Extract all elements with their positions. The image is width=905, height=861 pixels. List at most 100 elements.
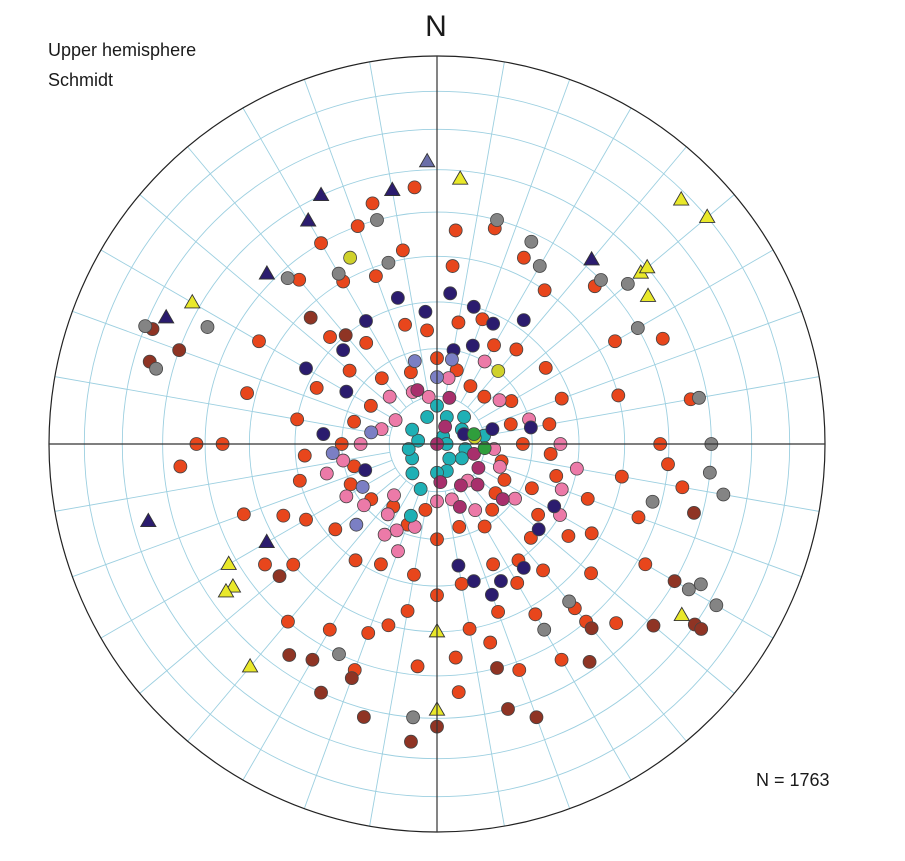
data-point — [200, 320, 215, 334]
data-point — [477, 389, 492, 404]
triangle-point — [183, 293, 201, 309]
data-point — [614, 469, 629, 484]
data-point — [272, 569, 287, 584]
data-point — [421, 389, 436, 404]
data-point — [442, 451, 457, 466]
data-point — [542, 417, 557, 432]
data-point — [631, 510, 646, 525]
data-point — [483, 635, 498, 650]
data-point — [342, 363, 357, 378]
triangle-point — [451, 170, 469, 185]
data-point — [554, 482, 569, 497]
data-point — [611, 388, 626, 403]
data-point — [420, 410, 435, 424]
triangle-point — [299, 212, 317, 227]
grid-radial — [369, 491, 430, 827]
data-point — [531, 522, 546, 537]
data-point — [457, 410, 471, 424]
data-point — [448, 223, 463, 238]
data-point — [661, 457, 675, 472]
data-point — [465, 338, 480, 353]
data-point — [400, 604, 415, 618]
data-point — [490, 661, 504, 675]
data-point — [281, 614, 295, 629]
data-point — [523, 420, 538, 435]
grid-radial — [187, 480, 407, 742]
triangle-point — [383, 181, 401, 196]
data-point — [512, 663, 527, 677]
data-point — [445, 259, 460, 273]
data-point — [638, 557, 653, 572]
data-point — [413, 482, 428, 496]
data-point — [508, 491, 522, 506]
data-point — [716, 487, 731, 502]
data-point — [407, 180, 422, 195]
data-point — [484, 587, 499, 602]
data-point — [549, 469, 564, 483]
grid-radial — [54, 451, 390, 512]
data-point — [381, 618, 396, 633]
data-point — [309, 380, 324, 395]
data-point — [299, 361, 313, 376]
data-point — [443, 286, 458, 301]
data-point — [492, 393, 507, 408]
data-point — [404, 734, 418, 749]
grid-radial — [452, 488, 571, 809]
data-point — [328, 522, 343, 537]
data-point — [477, 354, 492, 369]
data-point — [349, 517, 364, 532]
grid-radial — [139, 474, 401, 694]
data-point — [361, 626, 376, 640]
data-point — [280, 271, 295, 286]
triangle-point — [638, 258, 656, 274]
data-point — [486, 557, 501, 572]
data-point — [401, 442, 416, 456]
data-point — [503, 417, 518, 432]
triangle-point — [639, 287, 657, 302]
data-point — [584, 566, 598, 581]
data-point — [561, 529, 576, 543]
data-point — [350, 219, 365, 233]
data-point — [240, 386, 254, 401]
data-point — [516, 250, 531, 265]
data-point — [529, 710, 544, 725]
data-point — [687, 505, 701, 520]
data-point — [491, 604, 506, 619]
data-point — [494, 574, 508, 588]
data-point — [645, 494, 660, 509]
data-point — [303, 310, 318, 325]
triangle-point — [672, 190, 690, 206]
grid-radial — [369, 61, 430, 397]
triangle-point — [312, 186, 330, 202]
data-point — [407, 567, 421, 582]
triangle-point — [241, 657, 259, 673]
data-point — [348, 553, 363, 568]
data-point — [282, 648, 297, 662]
data-point — [516, 313, 531, 328]
data-point — [339, 384, 354, 399]
data-point — [467, 447, 481, 461]
triangle-point — [157, 308, 175, 324]
data-point — [377, 527, 392, 542]
data-point — [343, 477, 358, 492]
data-point — [537, 622, 552, 637]
data-point — [290, 412, 305, 427]
data-point — [584, 526, 599, 541]
data-point — [445, 352, 459, 367]
data-point — [314, 236, 328, 251]
data-point — [314, 685, 328, 700]
data-point — [418, 304, 433, 319]
data-point — [675, 480, 690, 495]
grid-radial — [72, 310, 393, 429]
data-point — [297, 448, 312, 463]
data-point — [365, 196, 380, 211]
data-point — [370, 213, 384, 227]
data-point — [608, 334, 622, 349]
data-point — [582, 655, 597, 669]
data-point — [562, 594, 577, 609]
data-point — [528, 607, 543, 622]
data-point — [418, 502, 433, 517]
grid-radial — [473, 194, 735, 414]
grid-radial — [303, 488, 422, 809]
data-point — [323, 330, 337, 344]
